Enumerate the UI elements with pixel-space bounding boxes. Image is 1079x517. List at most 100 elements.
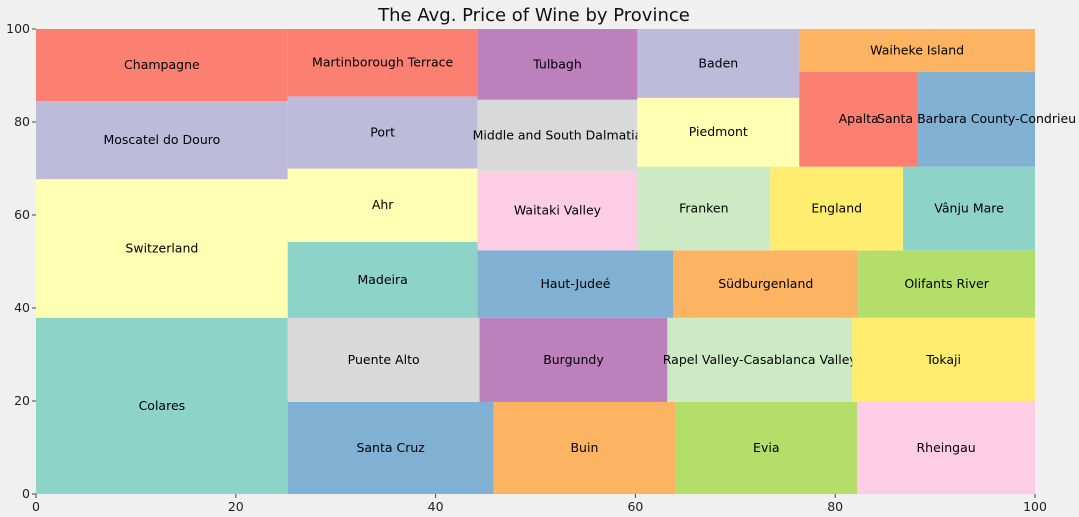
treemap-tile-rect [493, 401, 676, 494]
axes: 0 20 40 60 80 100 0 20 40 60 80 100 [6, 21, 1047, 514]
treemap-tile-rect [799, 29, 1035, 72]
y-tick-label: 80 [14, 114, 30, 129]
treemap-tile: Martinborough Terrace [287, 29, 478, 97]
treemap-tile-rect [479, 317, 668, 402]
treemap-tile-label: Rheingau [916, 440, 975, 455]
treemap-tile-label: Moscatel do Douro [103, 132, 220, 147]
treemap-tile-rect [675, 401, 858, 494]
treemap-tile: Waiheke Island [799, 29, 1035, 72]
treemap-tile-label: England [811, 200, 862, 215]
treemap-tile-rect [673, 250, 859, 318]
treemap-tile-label: Madeira [357, 272, 407, 287]
treemap-tile-rect [799, 71, 919, 167]
y-tick-label: 0 [22, 486, 30, 501]
treemap-tile-label: Vânju Mare [934, 200, 1004, 215]
treemap-tile: Piedmont [637, 97, 800, 167]
treemap-tile-label: Südburgenland [718, 276, 813, 291]
y-tick-label: 40 [14, 300, 30, 315]
treemap-tile-label: Franken [679, 200, 728, 215]
treemap-tile-rect [918, 71, 1035, 167]
treemap-tile-rect [287, 96, 478, 169]
treemap-tile: Santa Cruz [287, 401, 494, 494]
treemap-tile-label: Baden [698, 55, 738, 70]
treemap-tile-rect [637, 166, 771, 251]
treemap-tile-label: Santa Barbara County-Condrieu [877, 111, 1076, 126]
treemap-tile-rect [667, 317, 853, 402]
treemap-tile-rect [637, 29, 800, 98]
y-tick-label: 20 [14, 393, 30, 408]
treemap-tile: Rheingau [857, 401, 1035, 494]
treemap-tile: Santa Barbara County-Condrieu [877, 71, 1076, 167]
treemap-tile: Champagne [36, 29, 288, 102]
treemap-tile-label: Puente Alto [348, 352, 420, 367]
treemap-tile-label: Evia [753, 440, 779, 455]
treemap-tile-label: Martinborough Terrace [312, 55, 454, 70]
treemap-tile-rect [36, 317, 288, 494]
treemap-tile-label: Piedmont [689, 124, 748, 139]
treemap-tile-rect [903, 166, 1035, 251]
treemap-tile-rect [287, 29, 478, 97]
y-tick-label: 100 [6, 21, 30, 36]
treemap-tile: Port [287, 96, 478, 169]
x-tick-label: 0 [32, 499, 40, 514]
treemap-tile-rect [857, 401, 1035, 494]
treemap-tile-label: Rapel Valley-Casablanca Valley [663, 352, 858, 367]
treemap-tile-rect [36, 29, 288, 102]
x-tick-label: 80 [827, 499, 843, 514]
treemap-tile: Rapel Valley-Casablanca Valley [663, 317, 858, 402]
treemap-tile-rect [477, 99, 638, 171]
treemap-tile: Middle and South Dalmatia [473, 99, 643, 171]
treemap-tile: England [770, 166, 904, 251]
treemap-tile: Tokaji [852, 317, 1035, 402]
treemap-tile-label: Burgundy [543, 352, 604, 367]
treemap-tile-label: Haut-Judeé [540, 276, 610, 291]
treemap-tile: Vânju Mare [903, 166, 1035, 251]
treemap-tile-rect [852, 317, 1035, 402]
treemap-tile-label: Ahr [372, 197, 394, 212]
treemap-tile: Switzerland [36, 179, 288, 318]
treemap-tile: Waitaki Valley [477, 170, 638, 251]
treemap-tile-rect [477, 29, 638, 100]
treemap-tile: Baden [637, 29, 800, 98]
treemap-tile: Ahr [287, 168, 478, 242]
treemap-tile-label: Waitaki Valley [514, 203, 602, 218]
treemap-tile-label: Champagne [124, 57, 200, 72]
treemap-tile: Moscatel do Douro [36, 101, 288, 180]
treemap-tile: Olifants River [858, 250, 1035, 318]
treemap-tile-label: Colares [139, 398, 186, 413]
treemap-tile: Tulbagh [477, 29, 638, 100]
treemap-tile-label: Waiheke Island [870, 42, 964, 57]
treemap-tile-rect [36, 179, 288, 318]
treemap-tile: Franken [637, 166, 771, 251]
treemap-tile-rect [477, 170, 638, 251]
y-tick-label: 60 [14, 207, 30, 222]
treemap-tile-label: Santa Cruz [356, 440, 425, 455]
treemap-tile-label: Tulbagh [532, 56, 582, 71]
treemap-tile-rect [637, 97, 800, 167]
treemap-tile-label: Apalta [839, 111, 879, 126]
treemap-tile: Evia [675, 401, 858, 494]
treemap-tile-rect [477, 250, 674, 318]
treemap-tile: Buin [493, 401, 676, 494]
treemap-tile-rect [770, 166, 904, 251]
x-tick-label: 100 [1023, 499, 1047, 514]
treemap-tile-rect [287, 241, 478, 318]
plot-area: Colares Switzerland Moscatel do Douro Champ… [36, 29, 1076, 494]
treemap-tile: Puente Alto [287, 317, 480, 402]
treemap-tile-label: Middle and South Dalmatia [473, 127, 643, 142]
treemap-tile-rect [287, 168, 478, 242]
chart-title: The Avg. Price of Wine by Province [377, 5, 690, 26]
treemap-tile: Apalta [799, 71, 919, 167]
x-tick-label: 60 [627, 499, 643, 514]
treemap-tile: Haut-Judeé [477, 250, 674, 318]
treemap-tile-rect [36, 101, 288, 180]
treemap-tile-label: Tokaji [925, 352, 961, 367]
treemap-tile: Burgundy [479, 317, 668, 402]
treemap-tile-rect [287, 401, 494, 494]
treemap-tile-label: Buin [570, 440, 598, 455]
x-tick-label: 20 [228, 499, 244, 514]
treemap-tile-label: Olifants River [904, 276, 989, 291]
treemap-tile: Madeira [287, 241, 478, 318]
treemap-tile-label: Port [370, 124, 395, 139]
